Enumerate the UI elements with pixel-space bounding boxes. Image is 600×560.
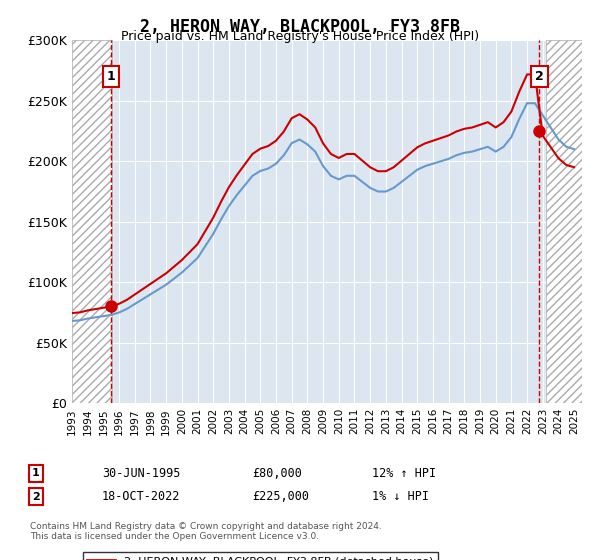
Text: £225,000: £225,000 [252,490,309,503]
Text: Price paid vs. HM Land Registry's House Price Index (HPI): Price paid vs. HM Land Registry's House … [121,30,479,43]
Text: 30-JUN-1995: 30-JUN-1995 [102,466,181,480]
Text: £80,000: £80,000 [252,466,302,480]
Text: 1% ↓ HPI: 1% ↓ HPI [372,490,429,503]
Text: 1: 1 [107,70,116,83]
Text: Contains HM Land Registry data © Crown copyright and database right 2024.
This d: Contains HM Land Registry data © Crown c… [30,522,382,542]
Text: 2: 2 [535,70,544,83]
Text: 2, HERON WAY, BLACKPOOL, FY3 8FB: 2, HERON WAY, BLACKPOOL, FY3 8FB [140,18,460,36]
Legend: 2, HERON WAY, BLACKPOOL, FY3 8FB (detached house), HPI: Average price, detached : 2, HERON WAY, BLACKPOOL, FY3 8FB (detach… [83,552,437,560]
Text: 12% ↑ HPI: 12% ↑ HPI [372,466,436,480]
Text: 2: 2 [32,492,40,502]
Text: 18-OCT-2022: 18-OCT-2022 [102,490,181,503]
Text: 1: 1 [32,468,40,478]
